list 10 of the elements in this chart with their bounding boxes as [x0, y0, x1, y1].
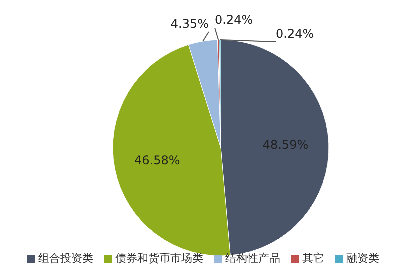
legend-label: 组合投资类: [38, 252, 94, 265]
data-label: 48.59%: [262, 138, 309, 152]
data-label: 4.35%: [170, 17, 209, 31]
legend-label: 融资类: [346, 252, 380, 265]
legend-label: 结构性产品: [226, 252, 280, 265]
data-label: 0.24%: [215, 13, 254, 27]
legend-label: 债券和货币市场类: [116, 252, 204, 265]
data-label: 46.58%: [134, 154, 180, 168]
data-label: 0.24%: [276, 27, 314, 41]
legend-label: 其它: [302, 252, 324, 265]
